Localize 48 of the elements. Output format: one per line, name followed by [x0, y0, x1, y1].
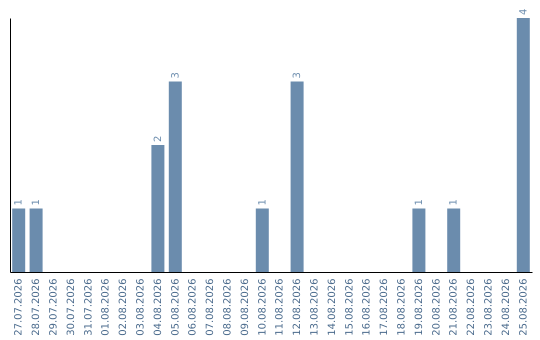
data-label: 1 [14, 199, 25, 206]
bar [151, 145, 164, 272]
x-tick-label: 17.08.2026 [379, 278, 390, 336]
x-tick-label: 05.08.2026 [170, 278, 182, 336]
data-label: 2 [152, 136, 164, 142]
x-tick-label: 29.07.2026 [48, 278, 60, 336]
x-tick-label: 24.08.2026 [500, 278, 512, 336]
x-tick-label: 25.08.2026 [518, 278, 530, 336]
x-tick-label: 31.07.2026 [83, 278, 94, 336]
x-tick-label: 03.08.2026 [136, 278, 146, 336]
x-tick-label: 13.08.2026 [310, 278, 320, 336]
data-label: 4 [518, 8, 530, 15]
bar [447, 208, 460, 272]
x-tick-label: 11.08.2026 [274, 278, 286, 336]
x-tick-label: 14.08.2026 [326, 278, 338, 336]
x-tick-label: 02.08.2026 [118, 278, 130, 336]
x-tick-label: 28.07.2026 [31, 278, 42, 336]
x-tick-label: 10.08.2026 [257, 278, 268, 336]
x-tick-label: 27.07.2026 [14, 278, 25, 336]
data-label: 1 [448, 199, 460, 206]
x-tick-label: 12.08.2026 [292, 278, 304, 336]
x-tick-label: 22.08.2026 [466, 278, 478, 336]
x-tick-label: 16.08.2026 [362, 278, 373, 336]
x-tick-label: 20.08.2026 [431, 278, 442, 336]
bar [12, 208, 26, 272]
x-tick-label: 18.08.2026 [396, 278, 408, 336]
x-tick-label: 21.08.2026 [448, 278, 460, 336]
x-tick-label: 04.08.2026 [152, 278, 164, 336]
x-tick-label: 06.08.2026 [188, 278, 199, 336]
bar [256, 208, 269, 272]
x-tick-label: 23.08.2026 [484, 278, 494, 336]
data-label: 1 [414, 199, 425, 206]
x-tick-label: 09.08.2026 [240, 278, 251, 336]
bar [412, 208, 426, 272]
x-tick-label: 30.07.2026 [66, 278, 77, 336]
bar [30, 208, 43, 272]
bar [290, 82, 304, 272]
x-tick-label: 01.08.2026 [100, 278, 112, 336]
bar [168, 82, 182, 272]
data-label: 3 [170, 72, 182, 78]
data-label: 3 [292, 72, 304, 78]
data-label: 1 [31, 199, 42, 206]
bar [516, 18, 530, 272]
x-tick-label: 15.08.2026 [344, 278, 356, 336]
x-tick-label: 19.08.2026 [414, 278, 425, 336]
data-label: 1 [257, 199, 268, 206]
x-tick-label: 07.08.2026 [205, 278, 216, 336]
x-tick-label: 08.08.2026 [222, 278, 234, 336]
